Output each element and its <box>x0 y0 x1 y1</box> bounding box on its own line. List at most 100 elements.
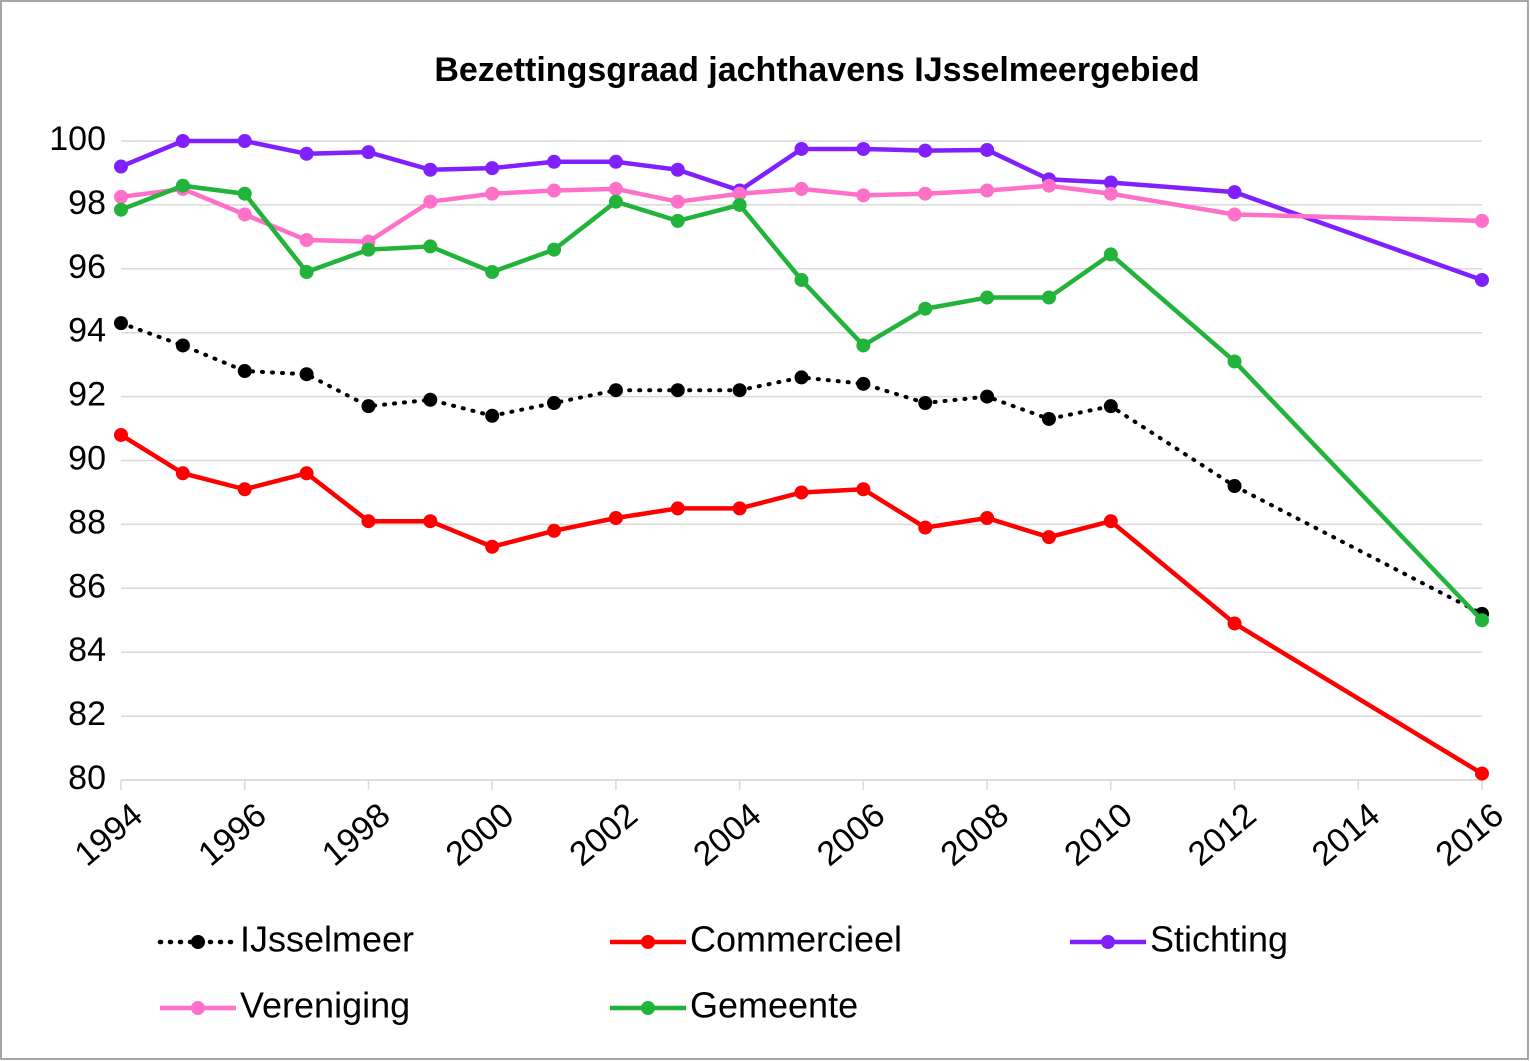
data-point <box>114 159 128 174</box>
legend-label: IJsselmeer <box>240 919 414 960</box>
data-point <box>794 485 809 500</box>
data-point <box>361 399 376 414</box>
data-point <box>1103 514 1118 529</box>
data-point <box>423 162 438 177</box>
data-point <box>1227 616 1242 631</box>
data-point <box>114 202 128 217</box>
data-point <box>485 186 500 201</box>
data-point <box>1475 272 1489 287</box>
data-point <box>175 338 190 353</box>
legend-marker <box>641 935 655 949</box>
data-point <box>1103 247 1118 262</box>
data-point <box>1041 411 1056 426</box>
data-point <box>856 338 871 353</box>
data-point <box>670 194 685 209</box>
data-point <box>918 301 933 316</box>
data-point <box>175 466 190 481</box>
data-point <box>670 383 685 398</box>
y-tick-label: 100 <box>49 120 106 158</box>
data-point <box>732 186 747 201</box>
data-point <box>237 482 252 497</box>
data-point <box>670 501 685 516</box>
data-point <box>547 523 562 538</box>
data-point <box>1041 530 1056 545</box>
data-point <box>732 197 747 212</box>
data-point <box>547 183 562 198</box>
data-point <box>608 194 623 209</box>
data-point <box>1103 175 1118 190</box>
data-point <box>980 142 995 157</box>
y-tick-label: 82 <box>68 695 106 733</box>
y-tick-label: 92 <box>68 376 106 414</box>
data-point <box>361 145 376 160</box>
y-tick-label: 84 <box>68 631 106 669</box>
data-point <box>980 389 995 404</box>
data-point <box>175 178 190 193</box>
data-point <box>980 290 995 305</box>
data-point <box>608 383 623 398</box>
data-point <box>856 482 871 497</box>
data-point <box>1475 213 1489 228</box>
data-point <box>1041 178 1056 193</box>
data-point <box>608 154 623 169</box>
y-tick-label: 96 <box>68 248 106 286</box>
data-point <box>114 316 128 331</box>
legend-marker <box>1101 935 1115 949</box>
data-point <box>299 367 314 382</box>
data-point <box>1475 613 1489 628</box>
data-point <box>1103 399 1118 414</box>
data-point <box>423 514 438 529</box>
y-tick-label: 94 <box>68 312 106 350</box>
y-tick-label: 90 <box>68 439 106 477</box>
data-point <box>670 162 685 177</box>
legend-label: Gemeente <box>690 985 858 1026</box>
data-point <box>794 370 809 385</box>
legend-label: Vereniging <box>240 985 410 1026</box>
data-point <box>237 186 252 201</box>
chart-title: Bezettingsgraad jachthavens IJsselmeerge… <box>434 51 1199 89</box>
data-point <box>794 141 809 156</box>
legend-marker <box>191 935 205 949</box>
data-point <box>918 186 933 201</box>
data-point <box>918 520 933 535</box>
legend-label: Stichting <box>1150 919 1288 960</box>
data-point <box>794 272 809 287</box>
y-tick-label: 80 <box>68 759 106 797</box>
data-point <box>1103 186 1118 201</box>
data-point <box>114 189 128 204</box>
data-point <box>670 213 685 228</box>
data-point <box>361 242 376 257</box>
data-point <box>918 395 933 410</box>
data-point <box>608 511 623 526</box>
data-point <box>547 395 562 410</box>
data-point <box>1475 766 1489 781</box>
data-point <box>299 146 314 161</box>
data-point <box>423 392 438 407</box>
data-point <box>608 181 623 196</box>
data-point <box>485 264 500 279</box>
data-point <box>918 143 933 158</box>
data-point <box>485 539 500 554</box>
legend-marker <box>641 1001 655 1015</box>
data-point <box>237 134 252 148</box>
data-point <box>1227 354 1242 369</box>
data-point <box>361 514 376 529</box>
data-point <box>1227 479 1242 494</box>
data-point <box>980 183 995 198</box>
data-point <box>1227 207 1242 222</box>
data-point <box>485 408 500 423</box>
data-point <box>299 233 314 248</box>
data-point <box>114 427 128 442</box>
data-point <box>1041 290 1056 305</box>
data-point <box>485 161 500 176</box>
legend-label: Commercieel <box>690 919 902 960</box>
data-point <box>175 134 190 148</box>
data-point <box>423 239 438 254</box>
data-point <box>980 511 995 526</box>
y-tick-label: 86 <box>68 567 106 605</box>
data-point <box>547 242 562 257</box>
data-point <box>237 207 252 222</box>
data-point <box>856 141 871 156</box>
data-point <box>732 383 747 398</box>
